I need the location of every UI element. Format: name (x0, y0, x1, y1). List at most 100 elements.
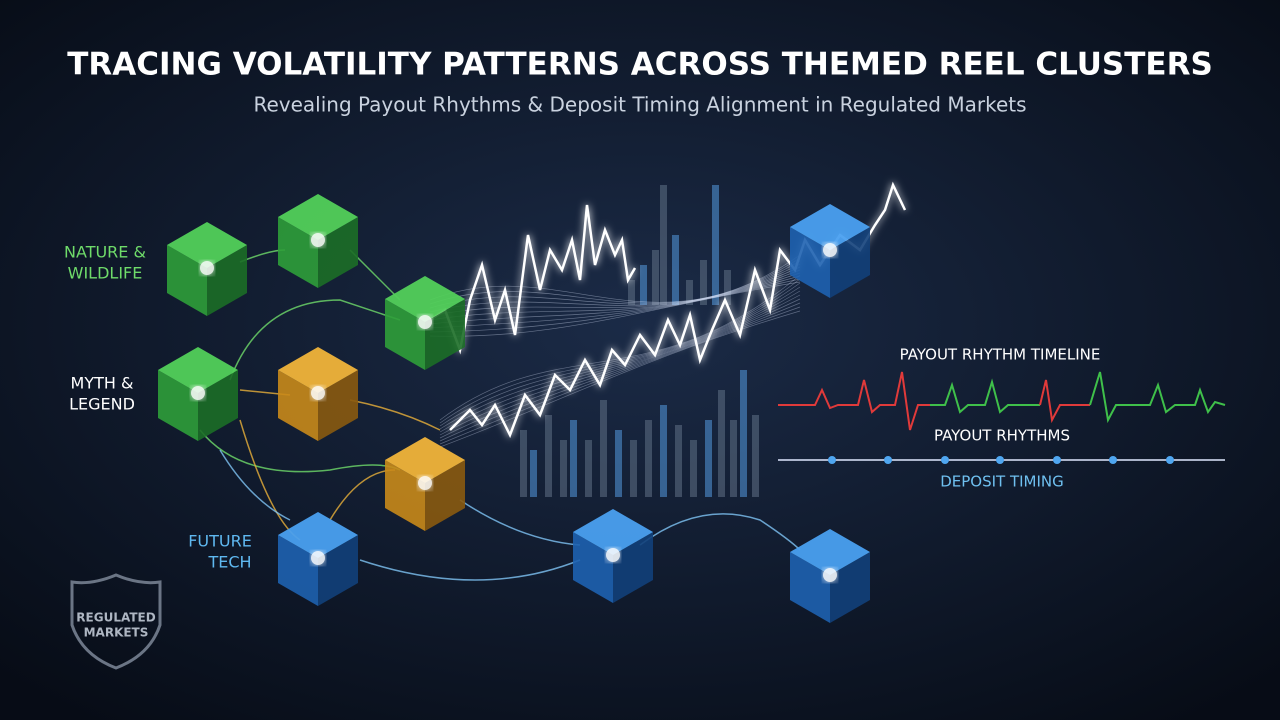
cube-left (790, 227, 830, 298)
cube-left (278, 217, 318, 288)
bar (690, 440, 697, 497)
flow-line (429, 272, 801, 325)
deposit-dot (884, 456, 892, 464)
bar (645, 420, 652, 497)
bar (630, 440, 637, 497)
cube-top (385, 437, 465, 483)
cube-glow (823, 243, 837, 257)
payout-rhythm (930, 378, 1040, 414)
deposit-dot (1053, 456, 1061, 464)
bar (724, 270, 731, 305)
bar (712, 185, 719, 305)
bar (730, 420, 737, 497)
flow-line (429, 260, 801, 309)
cube-top (167, 222, 247, 268)
bar (520, 430, 527, 497)
flow-line (429, 254, 801, 303)
bar (672, 235, 679, 305)
bar (585, 440, 592, 497)
cluster-label: LEGEND (69, 395, 135, 414)
bar (570, 420, 577, 497)
cube-left (158, 370, 198, 441)
cube-right (425, 299, 465, 370)
cube-top (790, 204, 870, 250)
cube-top (278, 347, 358, 393)
cube-left (167, 245, 207, 316)
cubes (158, 194, 870, 623)
deposit-dot (828, 456, 836, 464)
connector (359, 559, 581, 581)
bar (718, 390, 725, 497)
badge-shield (70, 573, 162, 670)
deposit-dot (1166, 456, 1174, 464)
bar (752, 415, 759, 497)
connector (229, 299, 401, 381)
deposit-dot (941, 456, 949, 464)
volatility-line (429, 204, 637, 355)
cube-top (158, 347, 238, 393)
cube-top (278, 194, 358, 240)
bar (740, 370, 747, 497)
cube-right (830, 552, 870, 623)
cube-left (573, 532, 613, 603)
deposit-label: DEPOSIT TIMING (940, 473, 1064, 491)
cube-glow (311, 551, 325, 565)
cluster-label: WILDLIFE (68, 264, 143, 283)
payout-rhythm (1039, 379, 1090, 424)
cube-glow (191, 386, 205, 400)
cube-left (385, 299, 425, 370)
cube-right (198, 370, 238, 441)
cube-top (790, 529, 870, 575)
flow-line (429, 266, 801, 317)
cluster-label: FUTURE (188, 532, 252, 551)
cube-right (613, 532, 653, 603)
cube-top (385, 276, 465, 322)
bar (675, 425, 682, 497)
cluster-label: TECH (207, 553, 251, 572)
bar (545, 415, 552, 497)
bar (640, 265, 647, 305)
connector (349, 399, 441, 431)
connector (639, 513, 801, 551)
cube-left (278, 535, 318, 606)
badge-text: REGULATED (76, 611, 155, 625)
cube-right (318, 535, 358, 606)
cube-right (425, 460, 465, 531)
cube-glow (311, 386, 325, 400)
cube-right (318, 217, 358, 288)
timeline-title: PAYOUT RHYTHM TIMELINE (900, 346, 1101, 364)
flow-line (439, 310, 801, 448)
bar (560, 440, 567, 497)
payout-rhythm (1089, 371, 1226, 424)
flow-line (429, 275, 801, 329)
title: TRACING VOLATILITY PATTERNS ACROSS THEME… (67, 47, 1213, 83)
cube-glow (200, 261, 214, 275)
bar (660, 185, 667, 305)
cube-top (573, 509, 653, 555)
flow-line (429, 257, 801, 305)
deposit-dot (996, 456, 1004, 464)
cube-right (318, 370, 358, 441)
bar (652, 250, 659, 305)
bar (600, 400, 607, 497)
cube-top (278, 512, 358, 558)
cluster-label: MYTH & (71, 374, 134, 393)
cube-glow (823, 568, 837, 582)
decorations (199, 181, 1226, 581)
connector (219, 449, 291, 521)
payout-label: PAYOUT RHYTHMS (934, 427, 1070, 445)
flow-line (429, 281, 801, 337)
payout-rhythm (778, 371, 930, 431)
cube-left (278, 370, 318, 441)
cube-glow (418, 315, 432, 329)
flow-line (429, 278, 801, 333)
cube-glow (418, 476, 432, 490)
connector (459, 499, 581, 546)
cluster-label: NATURE & (64, 243, 146, 262)
cube-left (790, 552, 830, 623)
subtitle: Revealing Payout Rhythms & Deposit Timin… (253, 93, 1026, 117)
bar (686, 280, 693, 305)
flow-line (429, 269, 801, 321)
